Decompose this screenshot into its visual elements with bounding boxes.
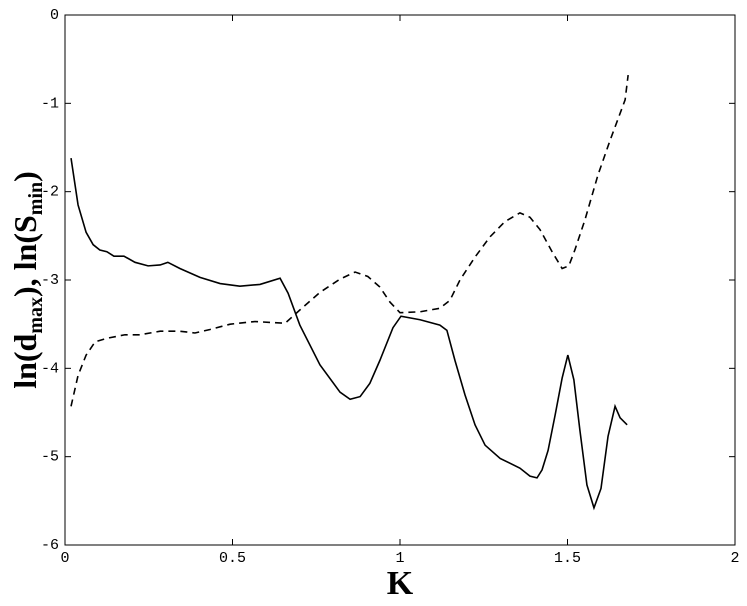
y-tick-label: -4	[41, 360, 59, 377]
y-axis-label: ln(dmax), ln(Smin)	[7, 171, 47, 389]
y-label-part: ), ln(S	[7, 215, 43, 297]
y-tick-label: -5	[41, 449, 59, 466]
y-tick-label: -3	[41, 272, 59, 289]
y-label-sub: max	[25, 297, 47, 334]
y-label-sub: min	[25, 182, 47, 215]
x-tick-label: 0.5	[219, 550, 246, 567]
x-tick-label: 0	[60, 550, 69, 567]
x-axis-label: K	[387, 565, 414, 602]
axes-box	[64, 14, 736, 546]
series-line	[70, 157, 628, 511]
series-line	[70, 74, 629, 407]
x-tick-label: 2	[730, 550, 739, 567]
x-tick-label: 1	[395, 550, 404, 567]
y-label-part: ln(d	[7, 333, 43, 388]
y-label-part: )	[7, 171, 43, 182]
y-tick-label: 0	[50, 7, 59, 24]
y-tick-label: -1	[41, 95, 59, 112]
y-tick-label: -2	[41, 184, 59, 201]
x-tick-label: 1.5	[554, 550, 581, 567]
y-tick-label: -6	[41, 537, 59, 554]
